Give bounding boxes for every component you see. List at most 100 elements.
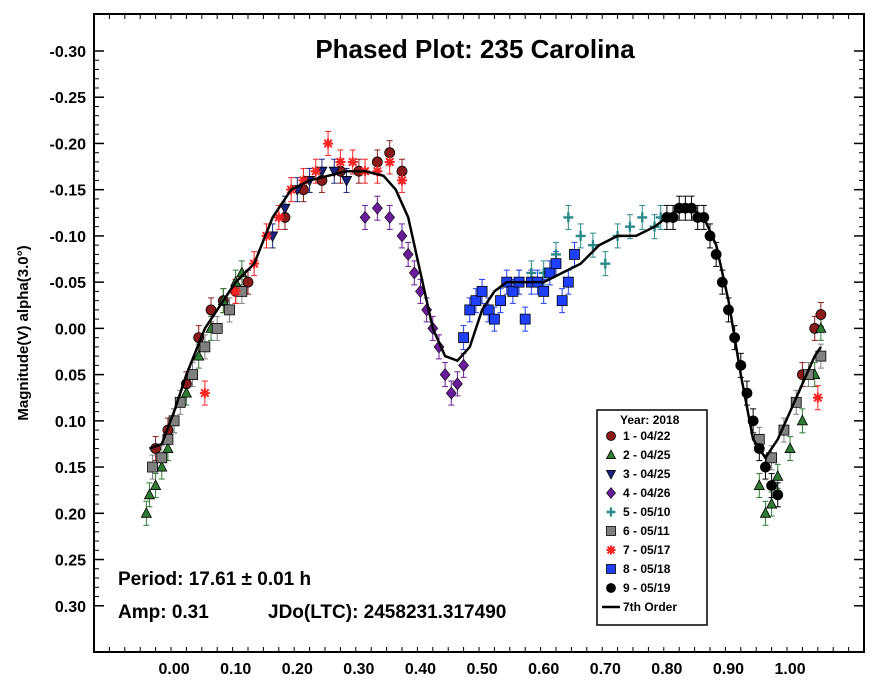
x-tick-label: 0.70 [590, 661, 621, 678]
x-tick-label: 0.90 [713, 661, 744, 678]
data-point-series-2 [180, 386, 193, 398]
data-point-series-4 [452, 377, 463, 391]
data-point-series-6 [211, 322, 223, 334]
data-point-series-6 [174, 396, 186, 408]
data-point-series-7 [273, 212, 284, 223]
data-point-series-2 [765, 497, 778, 509]
y-axis-title: Magnitude(V) alpha(3.0°) [15, 245, 32, 420]
y-tick-label: 0.15 [55, 460, 86, 477]
data-point-series-2 [753, 479, 765, 490]
data-point-series-6 [156, 452, 168, 464]
legend-marker-series-7 [606, 545, 616, 555]
data-point-series-9 [766, 480, 777, 491]
legend-marker-series-8 [606, 564, 616, 574]
y-tick-label: -0.10 [50, 229, 87, 246]
data-point-series-7 [812, 392, 823, 403]
data-point-series-8 [464, 304, 476, 316]
x-tick-label: 1.00 [775, 661, 806, 678]
legend-marker-series-3 [605, 469, 617, 480]
legend-label-series-1: 1 - 04/22 [623, 429, 671, 443]
data-points [140, 138, 827, 518]
data-point-series-2 [143, 488, 156, 500]
data-point-series-4 [371, 201, 383, 215]
data-point-series-4 [402, 247, 414, 261]
data-point-series-7 [372, 166, 383, 177]
y-tick-label: 0.00 [55, 321, 86, 338]
data-point-series-7 [397, 175, 407, 186]
period-annotation: Period: 17.61 ± 0.01 h [118, 569, 311, 590]
legend-marker-series-5 [606, 507, 616, 517]
data-point-series-7 [298, 175, 309, 186]
data-point-series-5 [624, 221, 635, 232]
data-point-series-1 [242, 276, 254, 288]
data-point-series-8 [562, 276, 574, 288]
data-point-series-8 [488, 313, 500, 325]
y-tick-label: 0.10 [55, 414, 86, 431]
x-tick-label: 0.30 [343, 661, 374, 678]
data-point-series-7 [323, 138, 334, 149]
data-point-series-8 [458, 332, 470, 344]
data-point-series-7 [230, 286, 241, 297]
data-point-series-2 [156, 460, 168, 472]
legend-title: Year: 2018 [620, 413, 680, 427]
y-tick-label: 0.30 [55, 599, 86, 616]
data-point-series-1 [371, 156, 383, 168]
data-point-series-8 [476, 285, 488, 297]
data-point-series-8 [495, 295, 506, 307]
data-point-series-6 [147, 461, 158, 473]
data-point-series-2 [759, 506, 772, 518]
data-point-series-8 [519, 313, 531, 325]
data-point-series-8 [507, 285, 519, 297]
y-tick-label: -0.20 [50, 136, 87, 153]
legend-marker-series-4 [606, 487, 616, 499]
plot-frame [93, 13, 865, 653]
data-point-series-5 [551, 249, 561, 260]
data-point-series-4 [439, 368, 451, 382]
x-tick-label: 0.00 [159, 661, 190, 678]
data-point-series-1 [815, 309, 827, 320]
data-point-series-2 [193, 349, 205, 361]
legend: Year: 2018 1 - 04/22 2 - 04/25 3 - 04/25 4 … [596, 409, 708, 626]
jdo-annotation: JDo(LTC): 2458231.317490 [268, 602, 506, 623]
legend-marker-series-9 [606, 583, 616, 593]
data-point-series-7 [347, 156, 358, 167]
data-point-series-2 [796, 414, 809, 426]
y-tick-label: -0.25 [50, 90, 87, 107]
y-tick-label: -0.30 [50, 44, 87, 61]
legend-label-series-2: 2 - 04/25 [623, 448, 671, 462]
data-point-series-5 [575, 230, 586, 241]
data-point-series-2 [162, 442, 174, 453]
data-point-series-3 [328, 166, 340, 178]
data-point-series-8 [538, 285, 550, 297]
data-point-series-2 [149, 479, 162, 490]
x-tick-label: 0.40 [405, 661, 436, 678]
data-point-series-5 [526, 267, 537, 278]
legend-label-series-5: 5 - 05/10 [623, 505, 671, 519]
data-point-series-7 [310, 166, 321, 177]
data-point-series-6 [168, 415, 180, 427]
data-point-series-7 [335, 156, 346, 167]
x-tick-label: 0.60 [528, 661, 559, 678]
data-point-series-5 [587, 240, 598, 251]
y-axis-ticks: -0.30 -0.25 -0.20 -0.15 -0.10 -0.05 0.00 0.05 0.… [50, 44, 864, 616]
x-tick-label: 0.10 [220, 661, 251, 678]
x-tick-label: 0.50 [467, 661, 498, 678]
y-tick-label: 0.25 [55, 553, 86, 570]
data-point-series-6 [199, 341, 211, 353]
legend-label-series-8: 8 - 05/18 [623, 562, 671, 576]
data-point-series-1 [396, 165, 408, 177]
data-point-series-9 [772, 489, 784, 501]
y-tick-label: 0.20 [55, 506, 86, 523]
data-point-series-4 [458, 358, 469, 372]
data-point-series-4 [445, 386, 457, 400]
data-point-series-5 [563, 212, 574, 223]
data-point-series-8 [550, 258, 562, 270]
y-tick-label: -0.05 [50, 275, 87, 292]
data-point-series-6 [224, 304, 235, 316]
legend-marker-series-1 [606, 431, 616, 441]
y-tick-label: 0.05 [55, 368, 86, 385]
data-point-series-4 [359, 210, 371, 224]
data-point-series-2 [772, 469, 784, 481]
data-point-series-4 [396, 229, 408, 243]
legend-label-series-3: 3 - 04/25 [623, 467, 671, 481]
